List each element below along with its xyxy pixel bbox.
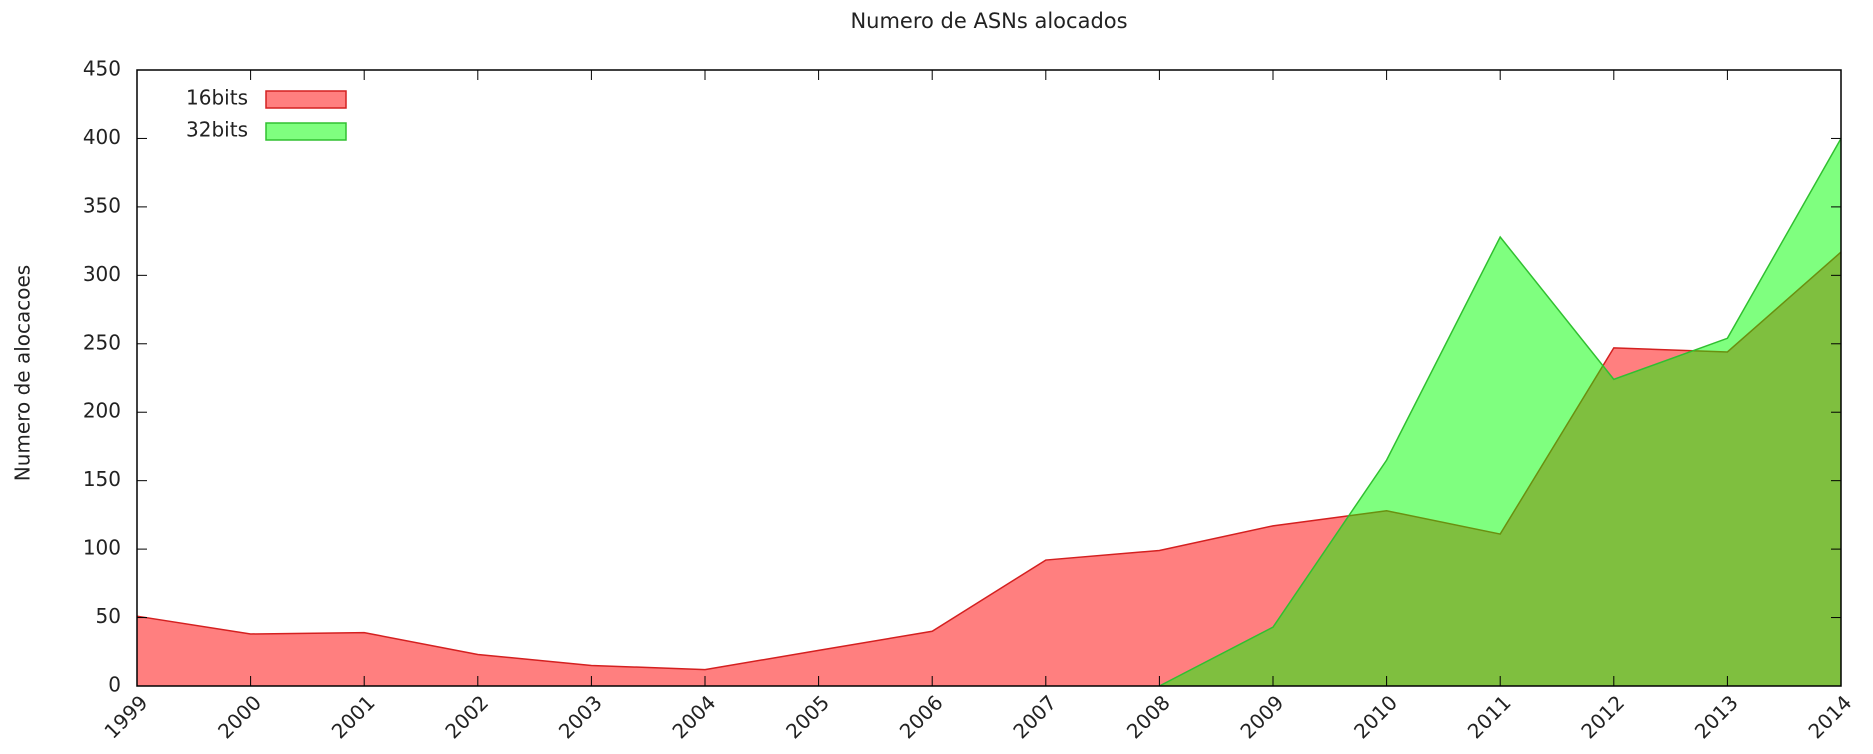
legend-label: 16bits xyxy=(186,86,248,110)
y-tick-label: 300 xyxy=(83,262,121,286)
legend-label: 32bits xyxy=(186,118,248,142)
legend-swatch xyxy=(265,90,347,109)
y-tick-label: 200 xyxy=(83,399,121,423)
x-tick-label: 2006 xyxy=(895,690,948,743)
x-tick-label: 2004 xyxy=(667,690,720,743)
chart-title: Numero de ASNs alocados xyxy=(850,9,1127,33)
y-tick-label: 100 xyxy=(83,536,121,560)
x-tick-label: 2010 xyxy=(1349,690,1402,743)
x-tick-label: 2003 xyxy=(554,690,607,743)
x-tick-label: 2007 xyxy=(1008,690,1061,743)
line xyxy=(1159,138,1842,687)
area xyxy=(1159,138,1841,686)
x-tick-label: 2012 xyxy=(1576,690,1629,743)
y-tick-label: 450 xyxy=(83,57,121,81)
x-tick-label: 2013 xyxy=(1690,690,1743,743)
x-tick-label: 2005 xyxy=(781,690,834,743)
x-tick-label: 2001 xyxy=(327,690,380,743)
x-tick-label: 2011 xyxy=(1463,690,1516,743)
x-tick-label: 2014 xyxy=(1803,690,1856,743)
x-tick-label: 2002 xyxy=(440,690,493,743)
x-tick-label: 2008 xyxy=(1122,690,1175,743)
x-tick-label: 2009 xyxy=(1235,690,1288,743)
y-tick-label: 50 xyxy=(96,604,121,628)
y-tick-label: 150 xyxy=(83,467,121,491)
y-tick-label: 350 xyxy=(83,193,121,217)
x-tick-label: 2000 xyxy=(213,690,266,743)
x-tick-label: 1999 xyxy=(99,690,152,743)
legend-swatch xyxy=(265,122,347,141)
y-tick-label: 0 xyxy=(108,673,121,697)
y-axis-label: Numero de alocacoes xyxy=(11,265,35,481)
y-tick-label: 250 xyxy=(83,330,121,354)
y-tick-label: 400 xyxy=(83,125,121,149)
plot-frame xyxy=(136,69,1842,687)
